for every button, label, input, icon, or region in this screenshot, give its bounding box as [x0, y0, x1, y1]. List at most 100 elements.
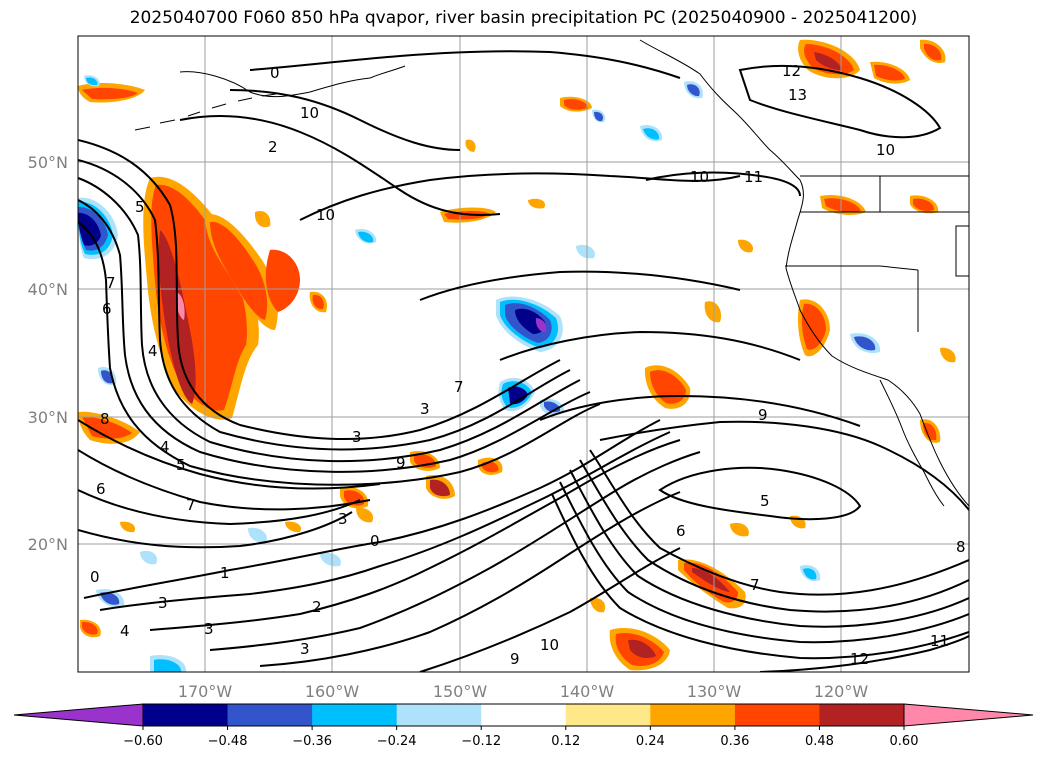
graticule: [78, 36, 969, 672]
colorbar-tick-label: −0.36: [292, 734, 332, 749]
contour-line: [579, 459, 969, 613]
contour-line: [599, 420, 969, 511]
contour-label: 9: [758, 406, 768, 424]
anomaly-blob: [430, 479, 450, 497]
contour-label: 6: [96, 480, 106, 498]
contour-line: [83, 419, 661, 599]
colorbar-tick-label: −0.12: [461, 734, 501, 749]
anomaly-blob: [254, 210, 271, 228]
contour-label: 12: [782, 62, 801, 80]
contour-line: [419, 270, 741, 301]
lon-label: 150°W: [433, 682, 488, 701]
colorbar-frame: [142, 703, 905, 727]
contour-line: [229, 89, 461, 151]
contour-label: 10: [300, 104, 319, 122]
anomaly-blob: [358, 231, 374, 243]
anomaly-blob: [320, 552, 341, 567]
contour-line: [559, 481, 969, 644]
colorbar-extend-high: [903, 703, 1034, 727]
longitude-labels: 170°W 160°W 150°W 140°W 130°W 120°W: [178, 682, 869, 701]
contour-label: 9: [396, 454, 406, 472]
anomaly-blob: [515, 308, 546, 334]
map-title: 2025040700 F060 850 hPa qvapor, river ba…: [129, 8, 918, 28]
contour-label: 6: [102, 300, 112, 318]
coastline-aleutians: [134, 93, 277, 131]
anomaly-blob: [100, 592, 120, 605]
anomaly-blob: [465, 139, 476, 152]
lon-label: 140°W: [560, 682, 615, 701]
anomaly-blob: [508, 386, 528, 405]
contour-label: 0: [90, 568, 100, 586]
precip-negative-anomalies: [78, 75, 881, 672]
coastlines: [134, 39, 969, 507]
colorbar-tick-label: 0.24: [636, 734, 665, 749]
anomaly-blob: [154, 659, 182, 672]
contour-line: [738, 64, 942, 139]
contour-line: [759, 635, 969, 672]
colorbar-swatch: [396, 704, 482, 726]
contour-label: 3: [300, 640, 310, 658]
contour-line: [78, 449, 371, 511]
contour-line: [78, 199, 591, 473]
anomaly-blob: [356, 507, 374, 523]
coastline-baja: [879, 379, 945, 507]
contour-label: 5: [176, 456, 186, 474]
anomaly-blob: [140, 550, 158, 565]
contour-line: [499, 330, 801, 361]
colorbar-swatch: [481, 704, 567, 726]
contour-label: 8: [956, 538, 966, 556]
anomaly-blob: [535, 318, 547, 333]
contour-label: 8: [100, 410, 110, 428]
anomaly-blob: [854, 336, 876, 351]
anomaly-blob: [564, 99, 588, 110]
lat-label: 30°N: [28, 408, 68, 427]
map-frame: [77, 35, 970, 673]
anomaly-blob: [82, 87, 138, 100]
anomaly-blob: [814, 52, 842, 71]
contour-line: [419, 547, 681, 672]
anomaly-blob: [824, 198, 861, 213]
anomaly-blob: [738, 239, 754, 253]
contour-line: [99, 431, 671, 611]
colorbar-swatch: [734, 704, 820, 726]
colorbar-swatch: [650, 704, 736, 726]
colorbar-tick-label: −0.24: [377, 734, 417, 749]
anomaly-blob: [82, 621, 98, 635]
anomaly-blob: [874, 64, 905, 81]
lat-label: 40°N: [28, 280, 68, 299]
contour-label: 4: [120, 622, 130, 640]
latitude-labels: 50°N 40°N 30°N 20°N: [28, 153, 68, 554]
contour-line: [259, 491, 681, 667]
colorbar-swatch: [565, 704, 651, 726]
lon-label: 170°W: [178, 682, 233, 701]
precip-positive-anomalies: [78, 39, 956, 671]
contour-label: 4: [160, 438, 170, 456]
lon-label: 130°W: [687, 682, 742, 701]
anomaly-blob: [923, 422, 937, 441]
colorbar-tick-label: 0.12: [551, 734, 580, 749]
contour-label: 3: [352, 428, 362, 446]
anomaly-blob: [687, 84, 700, 97]
contour-line: [589, 449, 969, 596]
lat-label: 50°N: [28, 153, 68, 172]
colorbar-tick-label: −0.60: [123, 734, 163, 749]
anomaly-blob: [643, 128, 660, 140]
contour-label: 11: [744, 168, 763, 186]
contour-label: 3: [338, 510, 348, 528]
anomaly-blob: [210, 221, 268, 320]
lat-label: 20°N: [28, 535, 68, 554]
contour-line: [149, 439, 681, 631]
contour-label: 3: [420, 400, 430, 418]
state-borders: [785, 175, 969, 332]
contour-line: [645, 171, 801, 197]
contour-line: [658, 466, 862, 521]
anomaly-blob: [940, 347, 956, 363]
colorbar-tick-label: 0.60: [890, 734, 919, 749]
lon-label: 120°W: [814, 682, 869, 701]
contour-line: [539, 394, 861, 427]
coastline-alaska: [179, 65, 406, 98]
colorbar-tick-label: −0.48: [208, 734, 248, 749]
anomaly-blob: [528, 198, 546, 209]
